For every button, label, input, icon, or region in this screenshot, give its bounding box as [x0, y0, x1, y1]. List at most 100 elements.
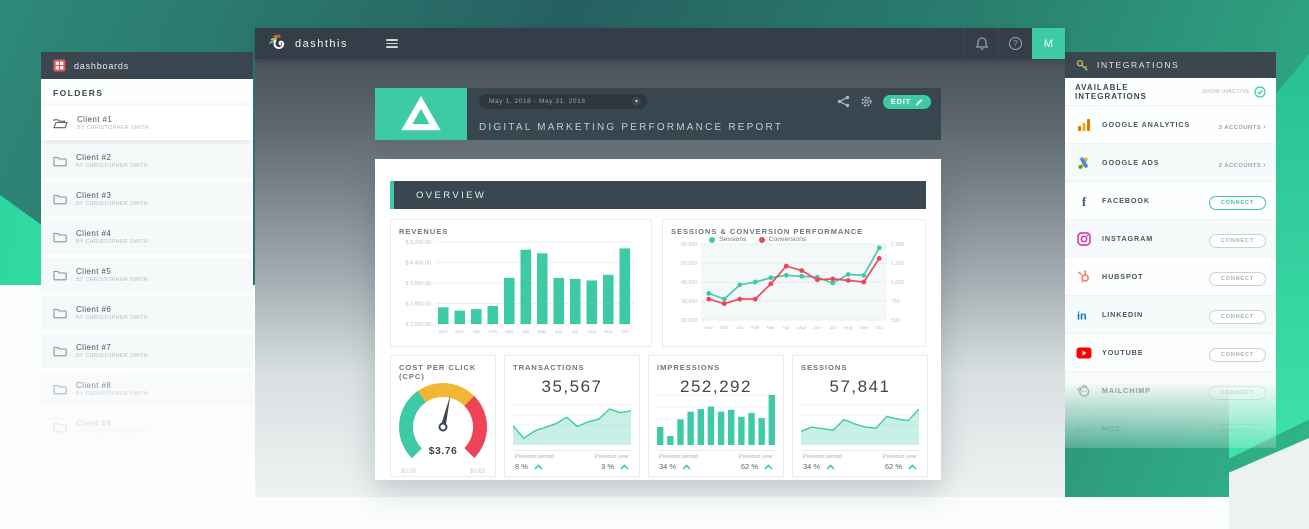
help-icon: ?	[1009, 37, 1022, 50]
pencil-icon	[915, 98, 923, 106]
folder-item-client-1[interactable]: Client #1 BY CHRISTOPHER SMITH	[41, 106, 253, 140]
chevron-right-icon: ›	[1263, 161, 1266, 169]
sessions-kpi-card[interactable]: SESSIONS 57,841 Previous period 34 % Previ…	[792, 355, 928, 477]
svg-text:Jun: Jun	[555, 329, 563, 335]
integration-name: MAILCHIMP	[1102, 386, 1151, 395]
dashboards-panel-title: dashboards	[74, 60, 130, 71]
folder-owner: BY CHRISTOPHER SMITH	[76, 391, 148, 397]
folder-name: Client #2	[76, 153, 112, 162]
folder-item-client-8[interactable]: Client #8 BY CHRISTOPHER SMITH	[41, 372, 253, 406]
integration-item-facebook[interactable]: f FACEBOOK CONNECT	[1065, 182, 1276, 220]
google-analytics-icon	[1075, 118, 1093, 132]
connect-button[interactable]: CONNECT	[1208, 386, 1266, 400]
legend-item-conversions: Conversions	[758, 236, 806, 243]
overview-section-header: OVERVIEW	[390, 181, 926, 209]
svg-text:50,000: 50,000	[681, 261, 697, 267]
check-circle-icon	[1254, 85, 1266, 98]
svg-text:40,000: 40,000	[681, 280, 697, 286]
trend-up-icon	[908, 463, 917, 470]
integration-item-google-ads[interactable]: GOOGLE ADS 2 ACCOUNTS ›	[1065, 144, 1276, 182]
folder-name: Client #1	[77, 115, 113, 124]
folder-item-client-3[interactable]: Client #3 BY CHRISTOPHER SMITH	[41, 182, 253, 216]
trend-up-icon	[620, 463, 629, 470]
sessions-conversions-widget[interactable]: SESSIONS & CONVERSION PERFORMANCE Sessio…	[662, 219, 926, 347]
connect-button[interactable]: CONNECT	[1208, 196, 1266, 210]
notifications-button[interactable]	[964, 28, 998, 59]
facebook-icon: f	[1075, 194, 1093, 208]
connect-button[interactable]: CONNECT	[1208, 310, 1266, 324]
gauge-title: COST PER CLICK (CPC)	[399, 363, 477, 381]
revenues-widget[interactable]: REVENUES $ 2,000.00 $ 2,800.00 $ 3,600.00 $…	[390, 219, 652, 347]
svg-text:1,500: 1,500	[891, 242, 904, 248]
integrations-panel-title: INTEGRATIONS	[1097, 60, 1180, 70]
chevron-down-icon: ▾	[632, 97, 641, 106]
connect-button[interactable]: CONNECT	[1208, 424, 1266, 438]
folder-name: Client #9	[76, 419, 112, 428]
share-icon[interactable]	[837, 95, 850, 108]
trend-up-icon	[534, 463, 543, 470]
kpi-title: TRANSACTIONS	[513, 363, 585, 372]
connect-button[interactable]: CONNECT	[1208, 234, 1266, 248]
bell-icon	[975, 36, 989, 51]
folder-name: Client #5	[76, 267, 112, 276]
hubspot-icon	[1075, 269, 1093, 284]
folder-item-client-9[interactable]: Client #9 BY CHRISTOPHER SMITH	[41, 410, 253, 444]
svg-text:60,000: 60,000	[681, 242, 697, 248]
kpi-value: 252,292	[680, 377, 752, 396]
folder-name: Client #7	[76, 343, 112, 352]
kpi-sparkline	[513, 399, 631, 447]
folder-item-client-2[interactable]: Client #2 BY CHRISTOPHER SMITH	[41, 144, 253, 178]
integration-item-google-analytics[interactable]: GOOGLE ANALYTICS 3 ACCOUNTS ›	[1065, 106, 1276, 144]
folder-owner: BY CHRISTOPHER SMITH	[77, 125, 149, 131]
folder-owner: BY CHRISTOPHER SMITH	[76, 277, 148, 283]
menu-hamburger-icon[interactable]	[385, 37, 398, 51]
svg-text:May: May	[797, 325, 806, 330]
help-button[interactable]: ?	[998, 28, 1032, 59]
integration-item-mailchimp[interactable]: MAILCHIMP CONNECT	[1065, 372, 1276, 410]
integration-item-youtube[interactable]: YOUTUBE CONNECT	[1065, 334, 1276, 372]
integration-name: INSTAGRAM	[1102, 234, 1154, 243]
integration-name: LINKEDIN	[1102, 310, 1144, 319]
gear-icon[interactable]	[860, 95, 873, 108]
gauge: $3.76 $0.00 $0.63	[399, 383, 487, 476]
user-avatar[interactable]: M	[1032, 28, 1065, 59]
folder-icon	[53, 307, 67, 319]
integration-item-hubspot[interactable]: HUBSPOT CONNECT	[1065, 258, 1276, 296]
svg-text:Sep: Sep	[860, 325, 869, 330]
svg-text:$ 2,000.00: $ 2,000.00	[406, 322, 431, 328]
folder-item-client-7[interactable]: Client #7 BY CHRISTOPHER SMITH	[41, 334, 253, 368]
folder-owner: BY CHRISTOPHER SMITH	[76, 353, 148, 359]
transactions-card[interactable]: TRANSACTIONS 35,567 Previous period 8 % Pr…	[504, 355, 640, 477]
cpc-gauge-card[interactable]: COST PER CLICK (CPC) $3.76 $0.00 $0.63	[390, 355, 496, 477]
svg-text:1,250: 1,250	[891, 261, 904, 267]
previous-year-stat: Previous year 62 %	[882, 454, 917, 471]
show-inactive-toggle[interactable]: SHOW INACTIVE	[1201, 85, 1266, 98]
accounts-link[interactable]: 2 ACCOUNTS ›	[1218, 161, 1266, 169]
date-range-picker[interactable]: May 1, 2018 - May 31, 2018 ▾	[479, 94, 647, 109]
integration-item-linkedin[interactable]: in LINKEDIN CONNECT	[1065, 296, 1276, 334]
integration-item-moz[interactable]: MOZ MOZ CONNECT	[1065, 410, 1276, 448]
svg-text:MOZ: MOZ	[1075, 424, 1093, 434]
show-inactive-label: SHOW INACTIVE	[1201, 88, 1250, 95]
svg-text:Jan: Jan	[472, 329, 480, 335]
chevron-right-icon: ›	[1263, 123, 1266, 131]
moz-icon: MOZ	[1075, 424, 1093, 434]
folder-icon	[53, 421, 67, 433]
folder-item-client-6[interactable]: Client #6 BY CHRISTOPHER SMITH	[41, 296, 253, 330]
accounts-link[interactable]: 3 ACCOUNTS ›	[1218, 123, 1266, 131]
edit-button[interactable]: EDIT	[882, 94, 931, 109]
trend-up-icon	[764, 463, 773, 470]
chart-legend: Sessions Conversions	[709, 236, 806, 243]
folder-item-client-4[interactable]: Client #4 BY CHRISTOPHER SMITH	[41, 220, 253, 254]
dashthis-brand[interactable]: dashthis	[255, 34, 348, 53]
folder-item-client-5[interactable]: Client #5 BY CHRISTOPHER SMITH	[41, 258, 253, 292]
folder-icon	[53, 345, 67, 357]
svg-text:Nov: Nov	[705, 325, 714, 330]
previous-period-stat: Previous period 8 %	[515, 454, 554, 471]
linkedin-icon: in	[1075, 308, 1093, 322]
connect-button[interactable]: CONNECT	[1208, 348, 1266, 362]
integration-item-instagram[interactable]: INSTAGRAM CONNECT	[1065, 220, 1276, 258]
connect-button[interactable]: CONNECT	[1208, 272, 1266, 286]
impressions-card[interactable]: IMPRESSIONS 252,292 Previous period 34 % P…	[648, 355, 784, 477]
integration-name: FACEBOOK	[1102, 196, 1150, 205]
